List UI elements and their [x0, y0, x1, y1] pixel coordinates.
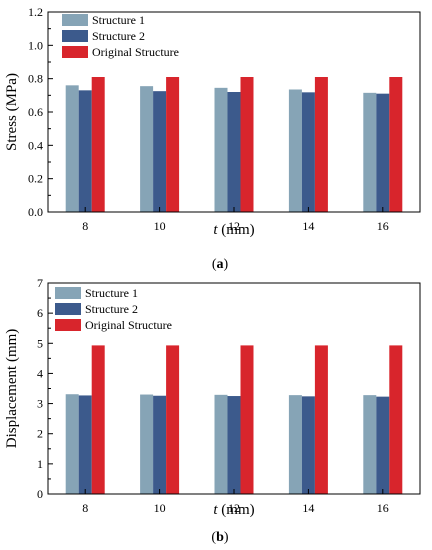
bar [314, 77, 328, 212]
legend-swatch [62, 30, 88, 42]
bar [140, 86, 154, 212]
x-tick-label: 8 [82, 219, 88, 233]
bar [363, 92, 377, 212]
caption-letter: a [217, 257, 224, 272]
x-axis-title: t (mm) [213, 222, 254, 238]
bar [227, 92, 241, 212]
y-tick-label: 0.8 [28, 72, 43, 86]
y-tick-label: 1.0 [28, 38, 43, 52]
bar [65, 85, 79, 212]
x-axis-title: t (mm) [213, 502, 254, 518]
bar [214, 87, 228, 212]
y-tick-label: 7 [37, 276, 43, 290]
y-tick-label: 5 [37, 336, 43, 350]
caption-close: ) [224, 530, 229, 545]
x-tick-label: 12 [228, 501, 240, 515]
panel-caption: (b) [211, 530, 228, 545]
panel-caption: (a) [212, 257, 229, 272]
x-tick-label: 10 [154, 501, 166, 515]
x-tick-label: 16 [377, 501, 389, 515]
y-tick-label: 4 [37, 366, 43, 380]
bar [376, 396, 390, 494]
bar [78, 90, 92, 212]
bar [227, 396, 241, 494]
legend-label: Structure 2 [85, 302, 138, 316]
x-tick-label: 8 [82, 501, 88, 515]
bar [140, 394, 154, 494]
bar [389, 345, 403, 494]
y-tick-label: 1 [37, 457, 43, 471]
legend-label: Original Structure [92, 45, 179, 59]
legend-swatch [62, 14, 88, 26]
legend-label: Structure 1 [92, 13, 145, 27]
y-tick-label: 3 [37, 397, 43, 411]
bar [301, 92, 315, 212]
legend-label: Original Structure [85, 318, 172, 332]
bar [91, 77, 105, 212]
caption-close: ) [224, 257, 229, 272]
bar [363, 395, 377, 494]
y-tick-label: 0.6 [28, 105, 43, 119]
y-tick-label: 1.2 [28, 5, 43, 19]
legend-swatch [62, 46, 88, 58]
bar [153, 91, 167, 212]
bar [314, 345, 328, 494]
y-axis-title: Stress (MPa) [4, 73, 20, 151]
bar [288, 89, 302, 212]
legend-swatch [55, 303, 81, 315]
bar [65, 394, 79, 494]
legend-label: Structure 1 [85, 286, 138, 300]
legend-label: Structure 2 [92, 29, 145, 43]
y-axis-title: Displacement (mm) [4, 329, 20, 449]
x-tick-label: 12 [228, 219, 240, 233]
bar [376, 93, 390, 212]
x-tick-label: 16 [377, 219, 389, 233]
bar [91, 345, 105, 494]
bar [240, 77, 254, 212]
legend-swatch [55, 319, 81, 331]
legend-swatch [55, 287, 81, 299]
legend: Structure 1 Structure 2 Original Structure [55, 286, 172, 332]
legend: Structure 1 Structure 2 Original Structure [62, 13, 179, 59]
x-tick-label: 14 [302, 219, 314, 233]
caption-letter: b [216, 530, 224, 545]
y-tick-label: 6 [37, 306, 43, 320]
y-tick-label: 0 [37, 487, 43, 501]
x-axis-title-variable: t [213, 222, 218, 238]
bar [78, 395, 92, 494]
y-tick-label: 0.4 [28, 138, 43, 152]
bar [240, 345, 254, 494]
y-tick-label: 2 [37, 427, 43, 441]
bar [166, 77, 180, 212]
bar [301, 396, 315, 494]
caption-open: ( [212, 257, 217, 272]
bar [389, 77, 403, 212]
bar [214, 394, 228, 494]
x-tick-label: 14 [302, 501, 314, 515]
x-axis-title-unit: (mm) [218, 502, 255, 518]
y-tick-label: 0.0 [28, 205, 43, 219]
chart-panel-a: 0.0 0.2 0.4 0.6 0.8 1.0 1.2 8 10 12 14 16 t (mm) Stre… [4, 5, 421, 272]
x-axis-title-unit: (mm) [218, 222, 255, 238]
caption-open: ( [211, 530, 216, 545]
x-axis-title-variable: t [213, 502, 218, 518]
x-tick-label: 10 [154, 219, 166, 233]
bar [153, 395, 167, 494]
bar [288, 395, 302, 494]
bar [166, 345, 180, 494]
y-tick-label: 0.2 [28, 172, 43, 186]
